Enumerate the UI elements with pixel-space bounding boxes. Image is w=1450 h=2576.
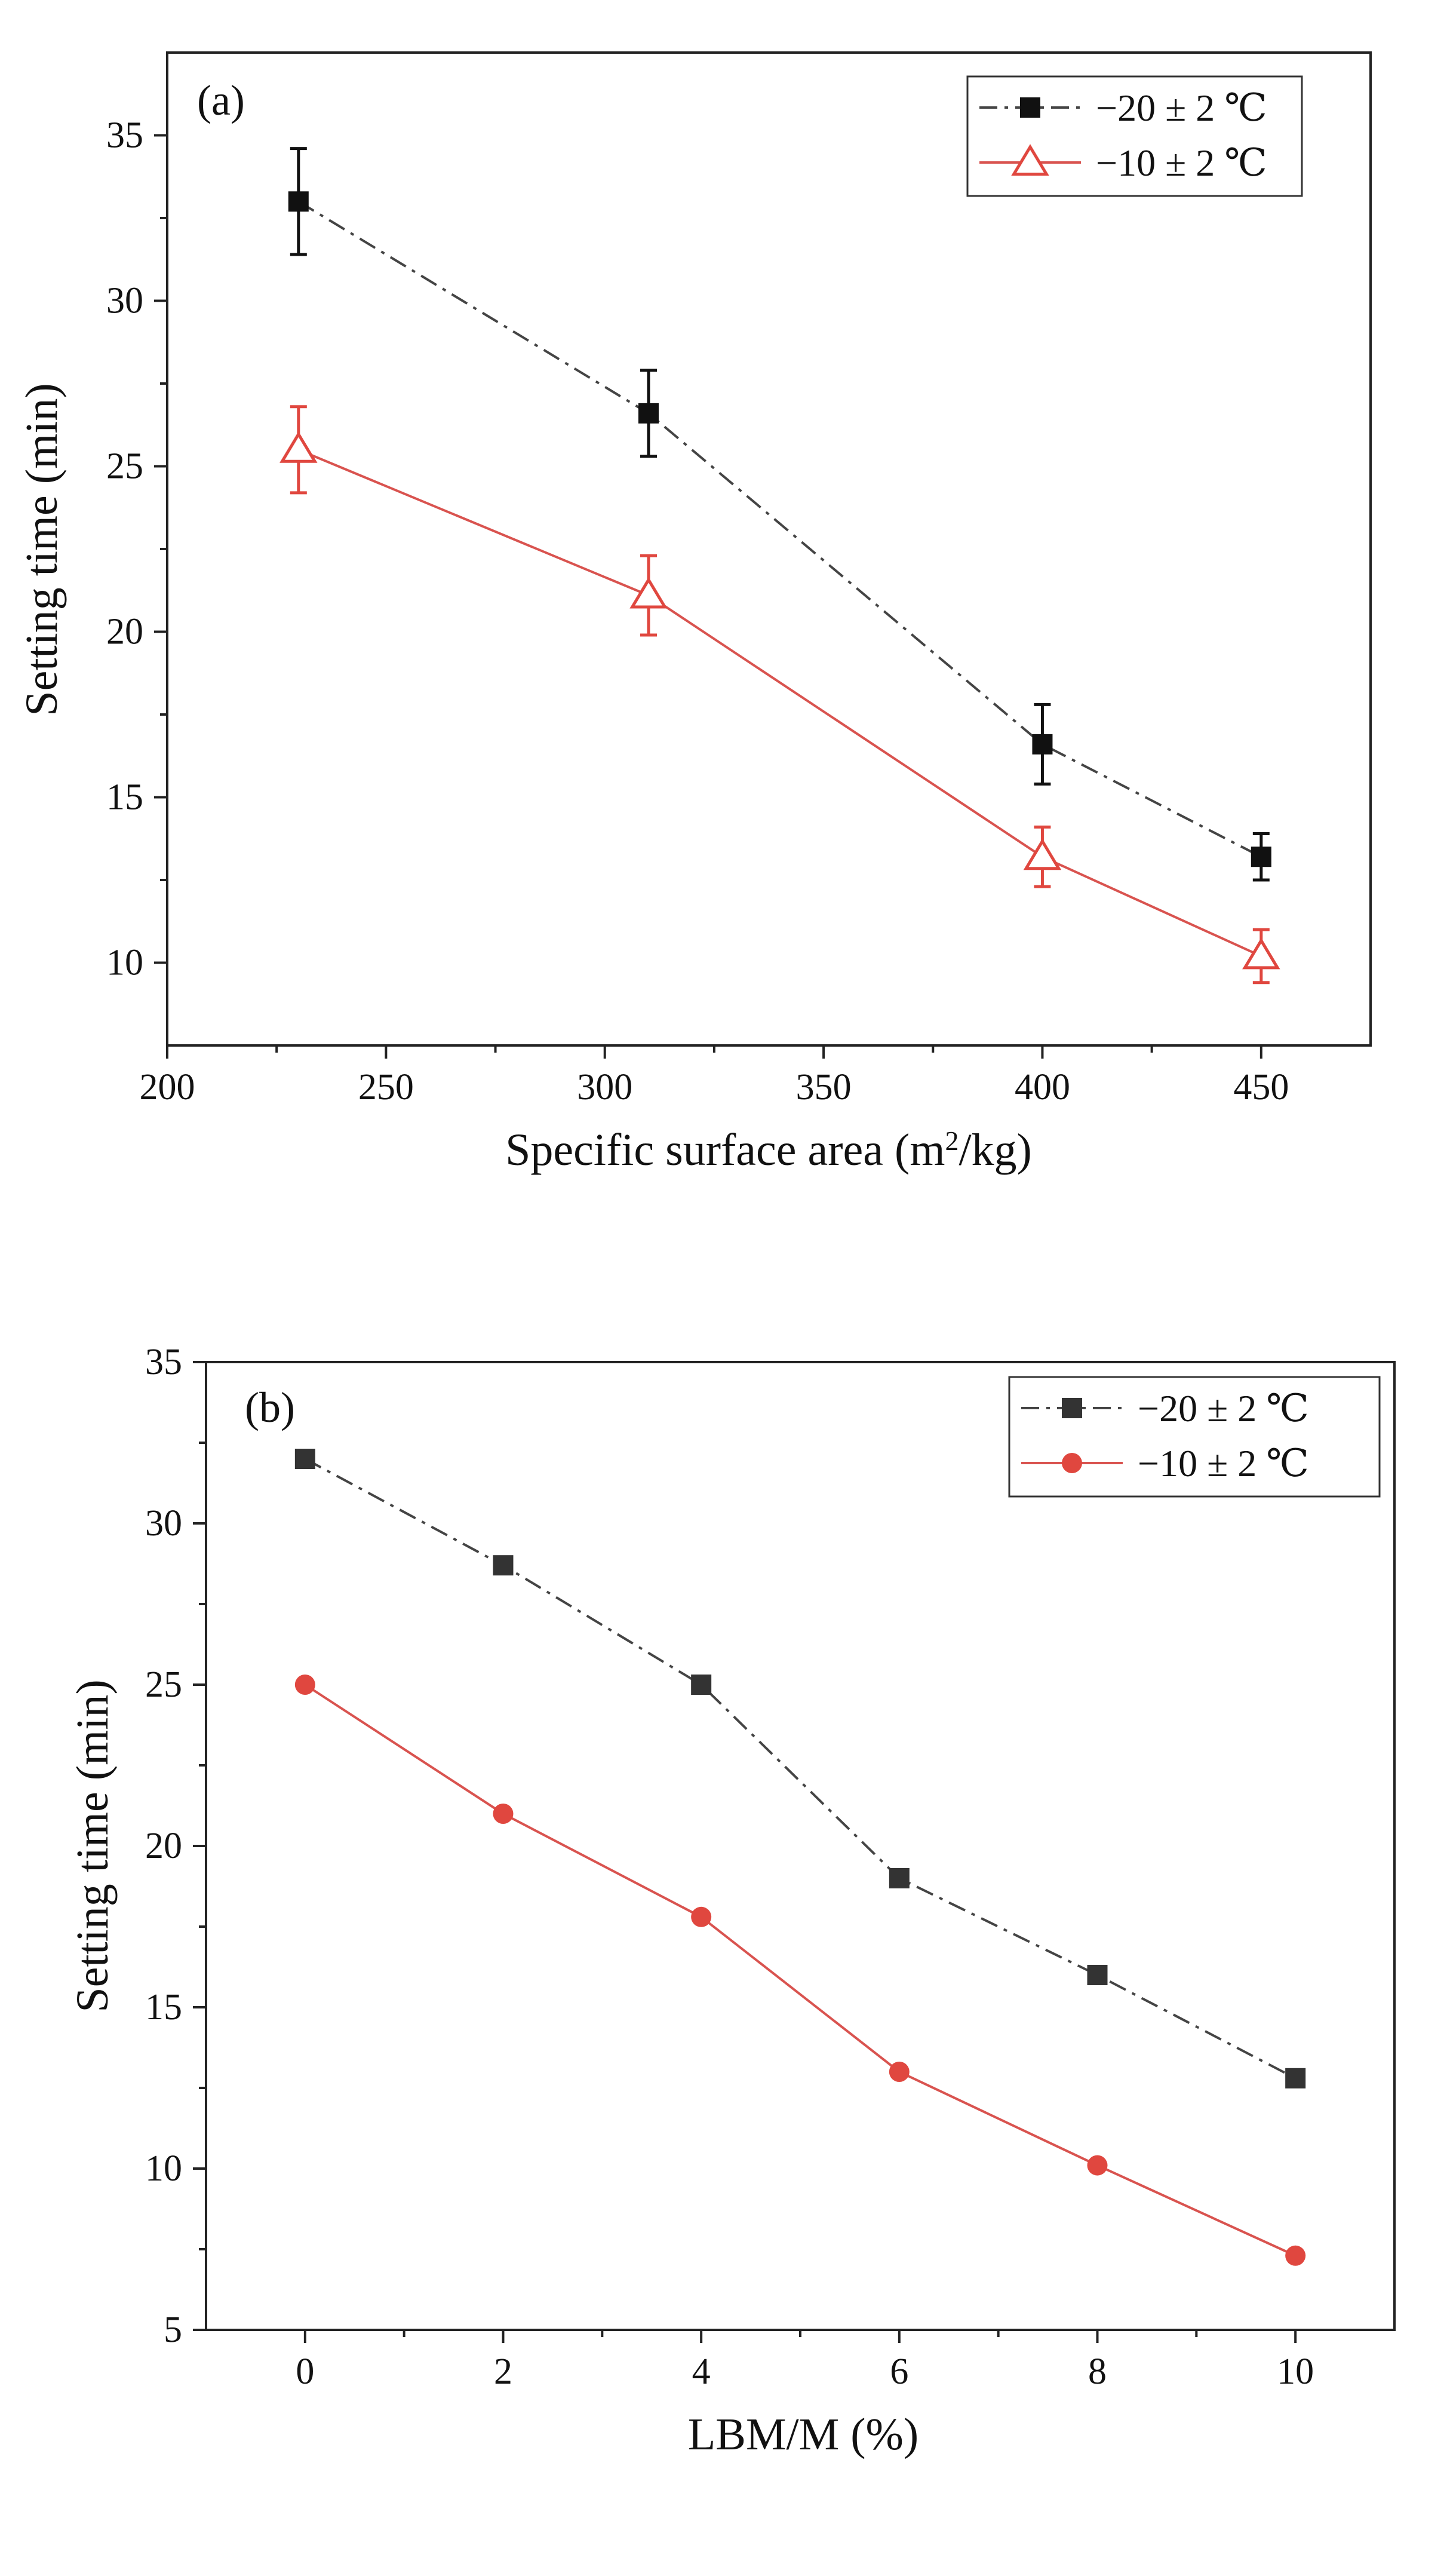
legend-marker-b-0 — [1062, 1398, 1082, 1418]
data-point-b-0-1 — [493, 1555, 514, 1576]
data-point-a-1-2 — [1023, 838, 1062, 870]
y-tick-label-a-4: 30 — [106, 281, 143, 321]
y-tick-label-b-0: 5 — [164, 2310, 182, 2350]
data-point-a-0-0 — [288, 191, 309, 212]
x-tick-label-a-5: 450 — [1233, 1067, 1289, 1108]
x-tick-label-b-0: 0 — [296, 2351, 314, 2392]
chart-panel-b: (b) 0 2 4 6 8 10 5 10 15 20 25 30 35 Setting time (m… — [67, 1342, 1396, 2460]
x-tick-label-b-1: 2 — [494, 2351, 512, 2392]
x-tick-label-b-4: 8 — [1088, 2351, 1107, 2392]
data-point-b-0-3 — [889, 1868, 910, 1888]
data-point-a-1-3 — [1242, 937, 1280, 970]
y-tick-label-a-5: 35 — [106, 115, 143, 156]
y-tick-label-a-2: 20 — [106, 612, 143, 652]
y-tick-label-b-1: 10 — [145, 2148, 182, 2189]
y-tick-label-b-4: 25 — [145, 1664, 182, 1705]
legend-label-a-1: −10 ± 2 ℃ — [1096, 142, 1267, 184]
y-tick-label-a-1: 15 — [106, 777, 143, 818]
series-line-b-1 — [304, 1683, 1296, 2257]
legend-box-b — [1008, 1376, 1381, 1498]
series-line-a-0 — [297, 200, 1262, 858]
series-line-a-1 — [298, 448, 1262, 958]
legend-label-a-0: −20 ± 2 ℃ — [1096, 87, 1267, 129]
x-tick-label-b-2: 4 — [692, 2351, 711, 2392]
data-point-b-1-0 — [294, 1675, 315, 1695]
legend-marker-b-1 — [1062, 1453, 1082, 1473]
axis-ticks-a: 200 250 300 350 400 450 10 15 20 25 30 35 — [106, 115, 1289, 1108]
data-point-a-0-2 — [1032, 734, 1053, 755]
plot-frame-a — [166, 51, 1372, 1047]
legend-a: −20 ± 2 ℃ −10 ± 2 ℃ — [966, 75, 1303, 197]
x-tick-label-a-3: 350 — [796, 1067, 852, 1108]
x-tick-label-a-0: 200 — [140, 1067, 195, 1108]
x-tick-label-b-5: 10 — [1277, 2351, 1314, 2392]
data-point-b-1-1 — [493, 1804, 514, 1824]
legend-marker-a-1 — [1011, 144, 1049, 176]
x-tick-label-a-4: 400 — [1015, 1067, 1070, 1108]
y-tick-label-b-3: 20 — [145, 1826, 182, 1866]
legend-b: −20 ± 2 ℃ −10 ± 2 ℃ — [1008, 1376, 1381, 1498]
y-tick-label-a-0: 10 — [106, 943, 143, 983]
data-point-b-1-5 — [1285, 2245, 1306, 2266]
data-point-b-1-3 — [889, 2062, 910, 2082]
axis-ticks-b: 0 2 4 6 8 10 5 10 15 20 25 30 35 — [145, 1342, 1314, 2392]
y-tick-label-b-6: 35 — [145, 1342, 182, 1382]
panel-label-a: (a) — [197, 76, 245, 124]
x-tick-label-a-1: 250 — [358, 1067, 414, 1108]
data-point-b-1-4 — [1087, 2155, 1108, 2176]
y-tick-label-b-5: 30 — [145, 1503, 182, 1544]
legend-label-b-1: −10 ± 2 ℃ — [1138, 1442, 1309, 1485]
x-axis-title-a-main: Specific surface area (m — [505, 1125, 945, 1175]
y-tick-label-a-3: 25 — [106, 446, 143, 487]
x-axis-title-a-tail: /kg) — [959, 1125, 1031, 1175]
legend-marker-a-0 — [1020, 97, 1040, 118]
series-line-b-0 — [304, 1458, 1297, 2080]
data-point-a-0-3 — [1251, 847, 1271, 867]
panel-label-b: (b) — [245, 1384, 295, 1431]
chart-panel-a: (a) 200 250 300 350 400 450 10 15 20 25 30 35 Setti… — [17, 51, 1372, 1175]
data-point-a-1-1 — [629, 576, 668, 609]
data-point-b-1-2 — [691, 1906, 712, 1927]
data-point-b-0-5 — [1285, 2068, 1306, 2089]
y-axis-title-b: Setting time (min) — [67, 1679, 118, 2012]
y-tick-label-b-2: 15 — [145, 1987, 182, 2028]
data-point-a-1-0 — [279, 431, 318, 463]
x-tick-label-a-2: 300 — [577, 1067, 632, 1108]
legend-box-a — [966, 75, 1303, 197]
data-point-b-0-4 — [1087, 1965, 1108, 1985]
x-axis-title-b: LBM/M (%) — [688, 2409, 918, 2460]
y-axis-title-a: Setting time (min) — [17, 383, 67, 716]
x-axis-title-a: Specific surface area (m2/kg) — [505, 1125, 1032, 1175]
plot-frame-b — [205, 1361, 1396, 2331]
series-group-b — [294, 1449, 1306, 2266]
data-point-b-0-0 — [294, 1449, 315, 1469]
x-axis-title-a-sup: 2 — [945, 1126, 959, 1156]
data-point-a-0-1 — [638, 403, 659, 424]
data-point-b-0-2 — [691, 1675, 712, 1695]
legend-label-b-0: −20 ± 2 ℃ — [1138, 1387, 1309, 1430]
series-group-a — [279, 147, 1280, 985]
x-tick-label-b-3: 6 — [890, 2351, 908, 2392]
